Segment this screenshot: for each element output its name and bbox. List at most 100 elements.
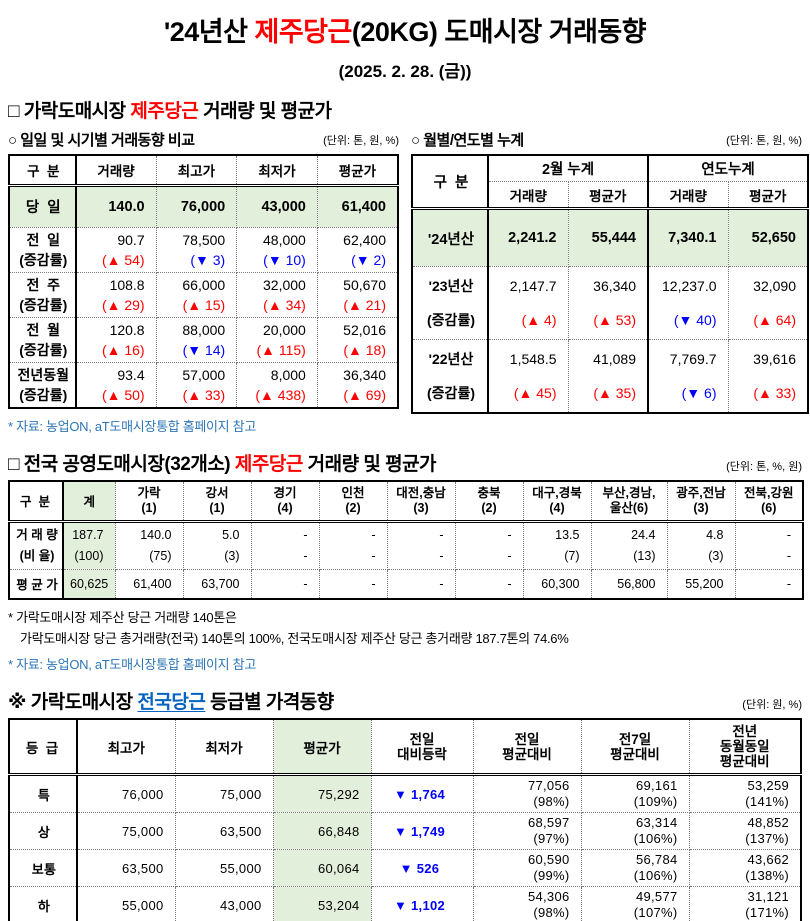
header-cell: 전7일 평균대비: [580, 718, 690, 776]
header-cell: 평균가: [567, 181, 649, 210]
regional-note-line2: 가락도매시장 당근 총거래량(전국) 140톤의 100%, 전국도매시장 제주…: [20, 631, 569, 646]
cell-line: 69,161: [635, 778, 678, 793]
regional-note-line1: * 가락도매시장 제주산 당근 거래량 140톤은: [8, 610, 237, 625]
title-part2: (20KG) 도매시장 거래동향: [351, 17, 647, 47]
cell-line: 대전,충남: [396, 485, 446, 500]
data-cell: 36,340 (▲ 53): [567, 266, 649, 340]
cell-line: -: [303, 527, 308, 542]
daily-source-note: * 자료: 농업ON, aT도매시장통합 홈페이지 참고: [8, 418, 256, 434]
cell-line: 187.7: [72, 527, 104, 542]
data-cell: 75,292: [272, 774, 372, 813]
cell-line: 울산(6): [609, 500, 649, 515]
header-cell: 최저가: [236, 154, 318, 187]
cell-line: (13): [633, 548, 656, 563]
cell-line: (109%): [633, 794, 678, 809]
title-highlight: 제주당근: [254, 17, 353, 47]
data-cell: 31,121 (171%): [688, 886, 802, 921]
data-cell: 전 주 (증감률): [8, 271, 77, 318]
header-cell: 최저가: [174, 718, 274, 776]
cell-line: (3): [224, 548, 240, 563]
cell-line: (100): [74, 548, 104, 563]
data-cell: 108.8 (▲ 29): [75, 271, 157, 318]
data-cell: 43,000: [236, 184, 318, 228]
cell-line: 120.8: [109, 321, 145, 338]
data-cell: 57,000 (▲ 33): [155, 361, 238, 408]
cell-line: (7): [564, 548, 580, 563]
cell-line: (1): [209, 500, 225, 515]
header-row: 구 분 계 가락 (1) 강서 (1) 경기 (4) 인천 (2) 대전,충남 (3) 충북 (2) 대구,…: [8, 480, 804, 523]
header-cell: 강서 (1): [182, 480, 252, 523]
cell-line: 41,089: [593, 351, 636, 367]
cell-line: 54,306: [527, 889, 570, 904]
data-cell: -: [386, 568, 456, 600]
cell-line: 가락: [137, 485, 161, 500]
cell-line: 전년: [732, 724, 758, 739]
table-row: '24년산 2,241.2 55,444 7,340.1 52,650: [411, 208, 809, 267]
cell-line: 경기: [273, 485, 297, 500]
cell-line: 전년동월: [17, 366, 70, 383]
cell-line: 13.5: [555, 527, 580, 542]
daily-subtitle: ○ 일일 및 시기별 거래동향 비교: [8, 132, 195, 149]
cell-line: 32,090: [753, 278, 796, 294]
data-cell: --: [734, 520, 804, 570]
data-cell: 60,590 (99%): [472, 849, 582, 887]
header-cell: 2월 누계: [487, 154, 649, 182]
data-cell: 52,016 (▲ 18): [316, 316, 399, 363]
data-cell: 63,500: [76, 849, 176, 887]
data-cell: 69,161 (109%): [580, 774, 690, 813]
cell-line: (▼ 14): [182, 341, 226, 358]
table-row: 상 75,000 63,500 66,848 ▼ 1,749 68,597 (97%) 63,…: [8, 812, 802, 850]
data-cell: 전 일 (증감률): [8, 226, 77, 273]
cell-line: (증감률): [427, 385, 475, 401]
section2-header: □ 전국 공영도매시장(32개소) 제주당근 거래량 및 평균가 (단위: 톤,…: [8, 449, 802, 476]
cell-line: 충북: [477, 485, 501, 500]
section3-title-link[interactable]: 전국당근: [137, 692, 206, 713]
header-row: 구 분 2월 누계 연도누계: [411, 154, 809, 210]
data-cell: 63,700: [182, 568, 252, 600]
header-cell: 거래량: [487, 181, 569, 210]
data-cell: 53,259 (141%): [688, 774, 802, 813]
data-cell: 75,000: [76, 812, 176, 850]
cell-line: -: [507, 548, 512, 563]
header-cell: 등 급: [8, 718, 78, 776]
cell-line: 2,147.7: [509, 278, 557, 294]
data-cell: -: [250, 568, 320, 600]
cell-line: (▲ 33): [182, 386, 226, 403]
cell-line: 43,662: [747, 852, 789, 867]
cell-line: 24.4: [631, 527, 656, 542]
cell-line: (141%): [745, 794, 789, 809]
data-cell: --: [318, 520, 388, 570]
data-cell: 39,616 (▲ 33): [727, 339, 809, 414]
cell-line: (▲ 33): [753, 385, 796, 401]
section2-title: □ 전국 공영도매시장(32개소) 제주당근 거래량 및 평균가: [8, 449, 437, 476]
data-cell: -: [318, 568, 388, 600]
data-cell: 8,000 (▲ 438): [236, 361, 318, 408]
cumulative-subheader: ○ 월별/연도별 누계 (단위: 톤, 원, %): [411, 129, 802, 150]
regional-source-note: * 자료: 농업ON, aT도매시장통합 홈페이지 참고: [8, 657, 256, 672]
section1-title-prefix: □ 가락도매시장: [8, 101, 131, 122]
data-cell: 13.5 (7): [522, 520, 592, 570]
header-cell: 전년 동월동일 평균대비: [688, 718, 802, 776]
cell-line: (6): [761, 500, 777, 515]
data-cell: 62,400 (▼ 2): [316, 226, 399, 273]
cell-line: 20,000: [263, 321, 306, 338]
table-row: 특 76,000 75,000 75,292 ▼ 1,764 77,056 (98%) 69,…: [8, 774, 802, 813]
cell-line: (증감률): [19, 386, 68, 403]
data-cell: --: [454, 520, 524, 570]
cell-line: 50,670: [343, 276, 386, 293]
data-cell: 55,000: [76, 886, 176, 921]
data-cell: 66,000 (▲ 15): [155, 271, 238, 318]
data-cell: -: [454, 568, 524, 600]
cell-line: (99%): [533, 868, 570, 883]
section3-unit-label: (단위: 원, %): [742, 699, 802, 711]
cell-line: (증감률): [427, 312, 475, 328]
data-cell: 32,090 (▲ 64): [727, 266, 809, 340]
data-cell: 48,852 (137%): [688, 812, 802, 850]
cell-line: (▲ 18): [343, 341, 386, 358]
data-cell: 24.4 (13): [590, 520, 668, 570]
cell-line: -: [439, 548, 444, 563]
cell-line: 48,852: [747, 815, 789, 830]
section2-unit-label: (단위: 톤, %, 원): [726, 460, 802, 473]
cell-line: (▲ 35): [593, 385, 636, 401]
cell-line: (3): [708, 548, 724, 563]
